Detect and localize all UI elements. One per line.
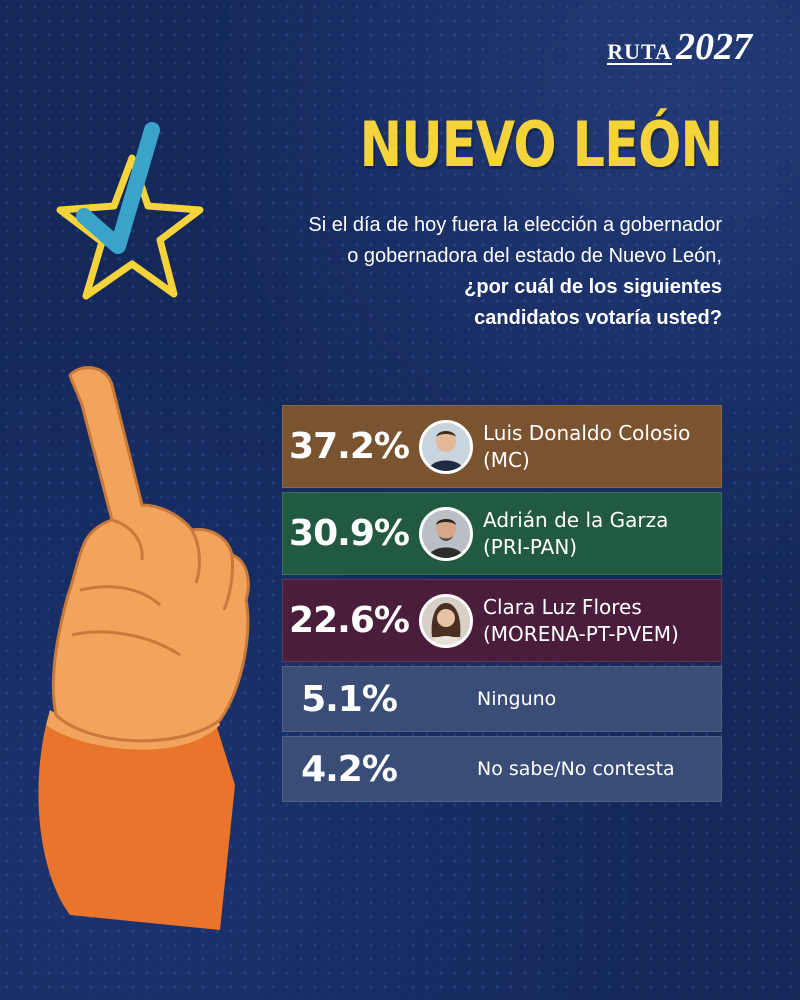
result-percentage: 4.2%	[301, 748, 398, 790]
page-title: NUEVO LEÓN	[359, 108, 722, 181]
pointing-hand-icon	[38, 366, 250, 930]
survey-question: Si el día de hoy fuera la elección a gob…	[202, 210, 722, 334]
result-row: 30.9% Adrián de la Garza (PRI-PAN)	[282, 492, 722, 575]
result-percentage: 37.2%	[289, 426, 410, 467]
candidate-name: Clara Luz Flores	[483, 594, 642, 619]
candidate-party: (MC)	[483, 447, 530, 472]
result-percentage: 5.1%	[301, 678, 398, 720]
candidate-name: Adrián de la Garza	[483, 507, 669, 532]
option-label: Ninguno	[477, 688, 557, 710]
result-row: 5.1% Ninguno	[282, 666, 722, 732]
brand-ruta: RUTA	[607, 39, 672, 65]
result-percentage: 30.9%	[289, 513, 410, 554]
candidate-name: Luis Donaldo Colosio	[483, 420, 691, 445]
candidate-avatar	[419, 593, 473, 648]
brand-year: 2027	[676, 26, 752, 68]
result-row: 22.6% Clara Luz Flores (MORENA-PT-PVEM)	[282, 579, 722, 662]
result-row: 4.2% No sabe/No contesta	[282, 736, 722, 802]
results-table: 37.2% Luis Donaldo Colosio (MC) 30.9% Ad…	[282, 405, 722, 802]
question-line-2: o gobernadora del estado de Nuevo León,	[347, 245, 722, 267]
option-label: No sabe/No contesta	[477, 758, 675, 780]
candidate-avatar	[419, 506, 473, 561]
star-check-icon	[56, 122, 204, 300]
question-line-3: ¿por cuál de los siguientes	[464, 276, 722, 298]
candidate-party: (MORENA-PT-PVEM)	[483, 621, 679, 646]
question-line-1: Si el día de hoy fuera la elección a gob…	[308, 214, 722, 236]
candidate-avatar	[419, 419, 473, 474]
question-line-4: candidatos votaría usted?	[474, 307, 722, 329]
candidate-party: (PRI-PAN)	[483, 534, 578, 559]
brand-logo: RUTA 2027	[607, 28, 752, 66]
result-row: 37.2% Luis Donaldo Colosio (MC)	[282, 405, 722, 488]
result-percentage: 22.6%	[289, 600, 410, 641]
